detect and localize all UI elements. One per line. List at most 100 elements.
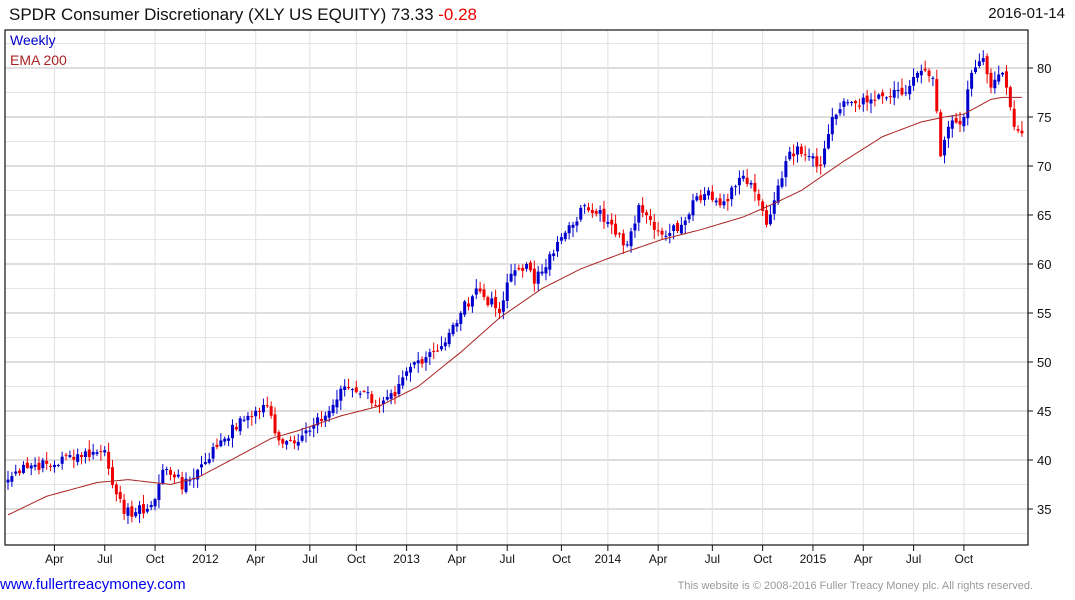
candle-body [180, 477, 184, 490]
candle-body [691, 200, 695, 216]
candle-body [772, 200, 776, 214]
candle-body [536, 271, 540, 284]
candle-body [366, 392, 370, 394]
candle-body [207, 459, 211, 463]
candle-body [103, 450, 107, 453]
candle-body [830, 117, 834, 135]
candle-body [1001, 72, 1005, 75]
candle-body [741, 175, 745, 179]
candle-body [958, 120, 962, 125]
candle-body [238, 418, 242, 432]
candle-body [699, 195, 703, 201]
candle-body [695, 196, 699, 201]
candle-body [83, 451, 87, 457]
site-link[interactable]: www.fullertreacymoney.com [0, 576, 186, 593]
candle-body [525, 264, 529, 269]
candle-body [424, 357, 428, 363]
candle-body [621, 233, 625, 246]
y-tick-label: 55 [1037, 306, 1051, 321]
candle-body [571, 224, 575, 228]
candle-body [521, 267, 525, 271]
candle-body [900, 87, 904, 95]
candle-body [110, 467, 114, 485]
candle-body [339, 388, 343, 401]
candle-body [200, 464, 203, 468]
candle-body [281, 439, 285, 444]
candle-body [451, 324, 455, 335]
x-tick-label: Apr [649, 552, 668, 566]
candle-body [552, 253, 556, 257]
chart-title: SPDR Consumer Discretionary (XLY US EQUI… [9, 5, 477, 25]
candle-body [64, 454, 68, 456]
candle-body [316, 417, 320, 426]
candle-body [455, 323, 459, 327]
x-tick-label: Oct [552, 552, 571, 566]
candle-body [985, 56, 989, 75]
candle-body [993, 79, 997, 89]
candle-body [943, 139, 947, 156]
candle-body [904, 92, 908, 94]
candle-body [141, 504, 145, 514]
candle-body [892, 89, 896, 98]
candle-body [91, 451, 95, 455]
candle-body [76, 454, 80, 462]
candle-body [826, 134, 830, 149]
candle-body [834, 114, 838, 120]
candle-body [215, 444, 219, 448]
candle-body [811, 156, 815, 159]
candle-body [21, 464, 25, 473]
candle-body [819, 164, 823, 166]
candle-body [641, 205, 645, 213]
candle-body [679, 224, 683, 234]
candle-body [854, 101, 858, 104]
candle-body [745, 177, 749, 184]
candle-body [304, 430, 308, 434]
x-tick-label: Apr [448, 552, 467, 566]
candle-body [10, 476, 14, 482]
candle-body [532, 268, 536, 284]
candle-body [296, 441, 300, 446]
candle-body [1020, 130, 1024, 134]
candle-body [687, 214, 691, 220]
candle-body [927, 70, 931, 77]
candle-body [397, 383, 401, 395]
candle-body [517, 267, 521, 270]
candle-body [548, 254, 552, 270]
candle-body [915, 72, 919, 78]
candle-body [285, 440, 289, 445]
candle-body [52, 464, 56, 468]
candle-body [912, 77, 916, 86]
candle-body [467, 303, 471, 307]
candle-body [350, 389, 354, 391]
candle-body [331, 404, 335, 414]
plot-frame [4, 29, 1029, 546]
candle-body [134, 512, 138, 517]
candle-body [246, 415, 250, 421]
candle-body [792, 153, 796, 157]
candle-body [389, 393, 393, 399]
candle-body [470, 296, 474, 307]
candle-body [625, 244, 629, 246]
candle-body [169, 469, 173, 475]
candle-body [919, 70, 923, 76]
candle-body [370, 394, 374, 404]
chart-date: 2016-01-14 [988, 5, 1065, 22]
x-tick-label: Jul [302, 552, 317, 566]
candle-body [269, 406, 273, 416]
x-tick-label: Jul [500, 552, 515, 566]
candle-body [405, 371, 409, 376]
y-tick-label: 70 [1037, 159, 1051, 174]
y-tick-label: 75 [1037, 110, 1051, 125]
candle-body [765, 210, 769, 225]
candle-body [734, 186, 738, 188]
candle-body [629, 231, 633, 247]
candle-body [474, 288, 478, 295]
candle-body [645, 212, 649, 216]
candle-body [416, 360, 420, 364]
candle-body [977, 61, 981, 67]
candle-body [153, 499, 157, 507]
candle-body [1012, 108, 1016, 127]
candle-body [888, 96, 892, 98]
last-price: 73.33 [390, 5, 434, 24]
